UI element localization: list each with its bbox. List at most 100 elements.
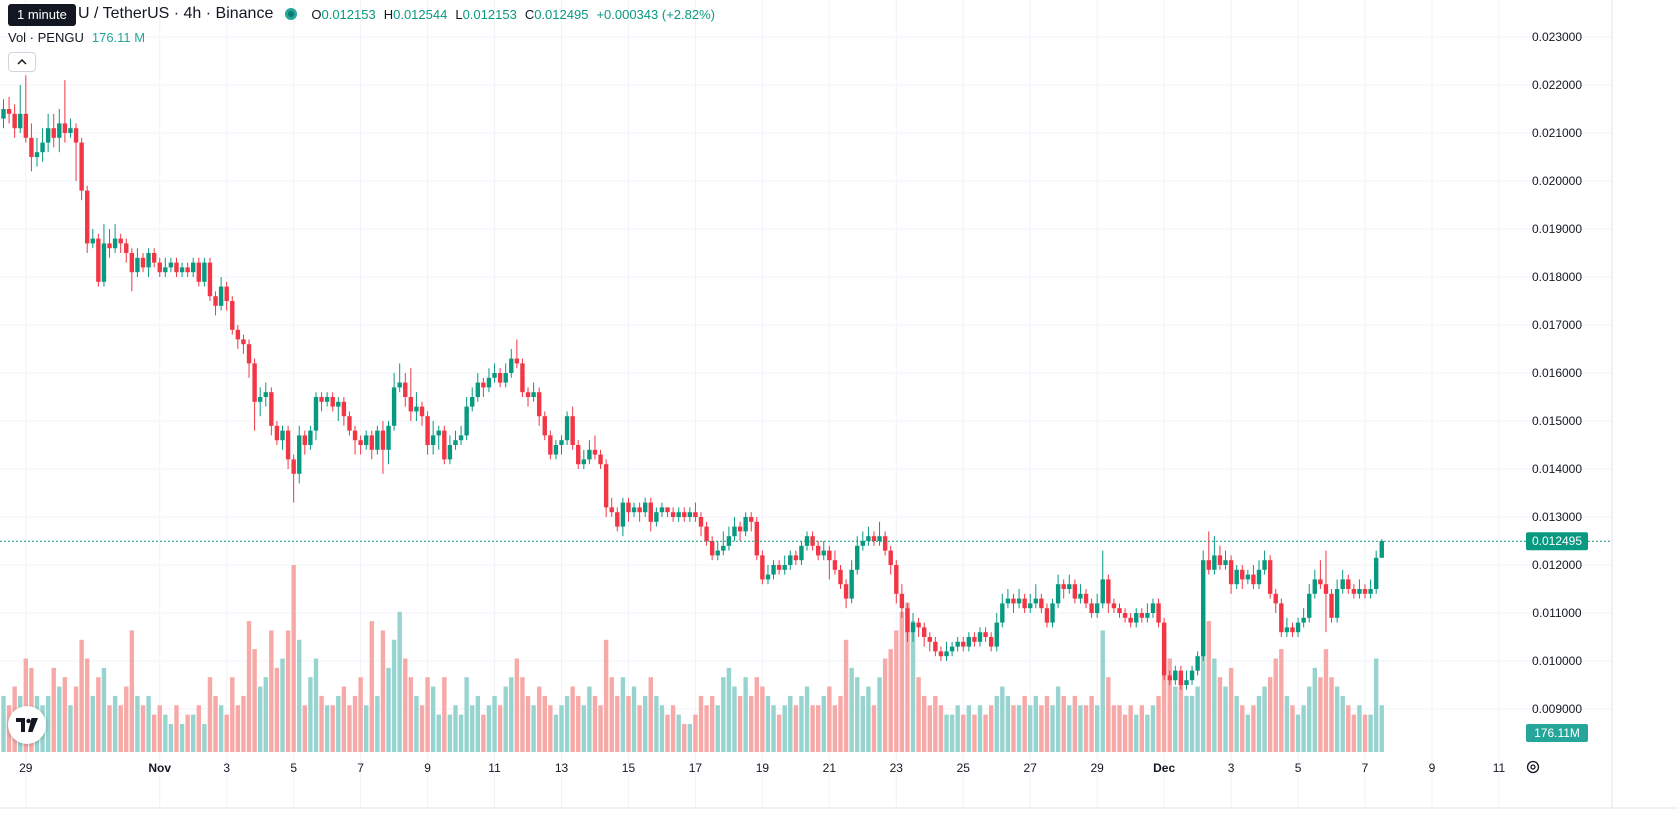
time-tick-label: 9 — [424, 761, 431, 775]
volume-bar — [983, 714, 988, 752]
market-status-icon[interactable] — [285, 8, 298, 20]
volume-bar — [581, 705, 587, 752]
candle-body — [626, 502, 631, 513]
volume-bar — [358, 677, 363, 752]
volume-bar — [45, 695, 51, 752]
chart-settings-button[interactable] — [1523, 757, 1543, 777]
volume-bar — [866, 686, 871, 752]
volume-bar — [603, 639, 609, 752]
candle-body — [631, 507, 637, 513]
candle-body — [1011, 598, 1016, 604]
time-axis[interactable]: 29 Nov 3 5 7 9 11 13 15 17 19 21 23 25 27 29 Dec 3 5 7 9 11 — [19, 761, 1505, 775]
candle-body — [1362, 589, 1368, 594]
volume-bar — [313, 658, 319, 752]
candle-body — [1078, 593, 1083, 599]
volume-bar — [732, 686, 737, 752]
candle-body — [966, 637, 972, 647]
volume-bar — [698, 695, 704, 752]
time-tick-label: 9 — [1429, 761, 1436, 775]
candle-body — [241, 339, 246, 345]
candle-body — [397, 382, 402, 388]
volume-bar — [771, 705, 776, 752]
candle-body — [860, 541, 866, 546]
candle-body — [157, 262, 162, 273]
candle-body — [297, 435, 302, 474]
candle-body — [576, 445, 581, 465]
volume-bar — [1173, 686, 1178, 752]
candle-body — [732, 526, 737, 537]
volume-bar — [397, 611, 402, 752]
candle-body — [905, 608, 910, 633]
candle-body — [285, 430, 291, 460]
volume-bar — [391, 639, 397, 752]
volume-bar — [1212, 658, 1217, 752]
candle-body — [1016, 598, 1022, 604]
candle-body — [899, 593, 905, 609]
price-axis[interactable]: 0.023000 0.022000 0.021000 0.020000 0.019000… — [1532, 30, 1582, 716]
volume-bar — [364, 705, 369, 752]
volume-bar — [369, 621, 374, 752]
candle-body — [1340, 579, 1345, 589]
candle-body — [782, 565, 787, 570]
candle-body — [151, 253, 157, 263]
candle-body — [1223, 560, 1228, 565]
candle-body — [665, 507, 670, 513]
volume-bar — [1106, 677, 1111, 752]
volume-bar — [1156, 695, 1161, 752]
time-tick-label: 15 — [622, 761, 636, 775]
candle-body — [313, 397, 319, 431]
candle-body — [1106, 579, 1111, 604]
volume-bar — [1083, 705, 1089, 752]
volume-bar — [191, 714, 196, 752]
volume-bar — [1312, 667, 1317, 752]
volume-bar — [559, 705, 564, 752]
candle-body — [715, 550, 720, 556]
volume-bar — [1368, 714, 1373, 752]
volume-bar — [458, 714, 464, 752]
candle-body — [280, 430, 285, 441]
candle-body — [815, 545, 821, 556]
candle-body — [425, 416, 430, 445]
collapse-legend-button[interactable] — [8, 52, 36, 72]
candle-body — [1072, 584, 1078, 599]
volume-label[interactable]: Vol · PENGU — [8, 30, 84, 45]
volume-bar — [799, 695, 804, 752]
volume-bar — [855, 677, 860, 752]
time-tick-label: 29 — [1091, 761, 1105, 775]
volume-bar — [598, 705, 603, 752]
volume-bar — [676, 714, 681, 752]
symbol-legend[interactable]: U / TetherUS · 4h · Binance O0.012153 H0… — [78, 5, 715, 23]
candle-body — [648, 502, 653, 522]
volume-bar — [760, 686, 765, 752]
candle-body — [235, 329, 241, 340]
candle-body — [419, 406, 425, 417]
volume-legend[interactable]: Vol · PENGU 176.11 M — [8, 30, 145, 45]
volume-bar — [330, 705, 335, 752]
candle-body — [73, 128, 79, 143]
candle-body — [486, 377, 492, 388]
volume-bar — [564, 695, 570, 752]
volume-bar — [419, 705, 425, 752]
candle-body — [838, 569, 843, 585]
candle-body — [1044, 608, 1050, 623]
candle-body — [949, 646, 955, 652]
candle-body — [603, 464, 609, 508]
candle-body — [1329, 593, 1334, 618]
candle-body — [90, 238, 95, 244]
candle-body — [1245, 574, 1251, 580]
time-tick-label: 17 — [689, 761, 703, 775]
price-tick-label: 0.014000 — [1532, 462, 1582, 476]
candle-body — [436, 430, 441, 436]
time-tick-label: 19 — [756, 761, 770, 775]
candle-body — [754, 521, 759, 556]
symbol-title[interactable]: U / TetherUS · 4h · Binance — [78, 5, 274, 22]
candle-body — [737, 526, 743, 532]
volume-bar — [693, 714, 698, 752]
volume-bar — [899, 611, 905, 752]
candle-body — [475, 382, 480, 397]
candle-body — [163, 267, 168, 273]
tradingview-logo-icon[interactable] — [8, 706, 46, 744]
candle-body — [45, 128, 51, 143]
